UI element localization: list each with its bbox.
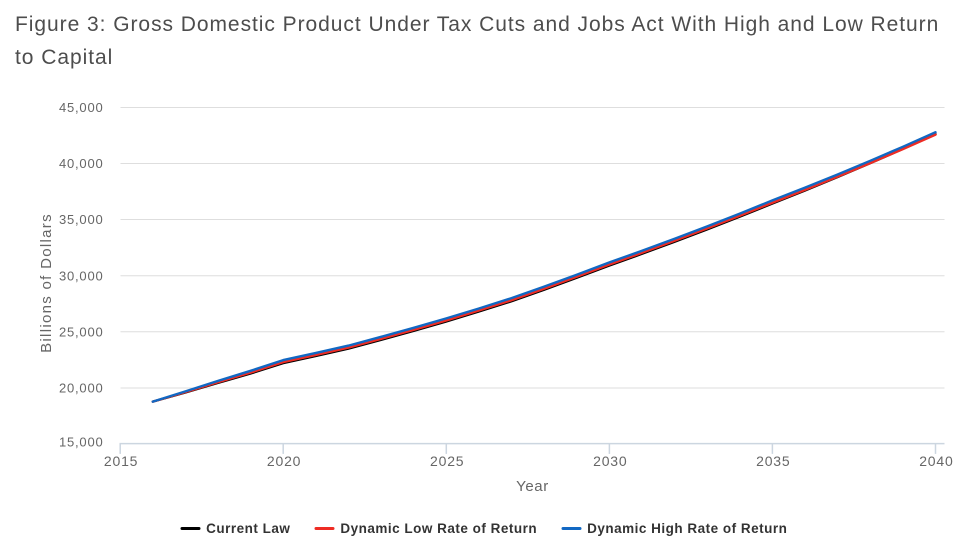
svg-text:2020: 2020: [267, 453, 301, 469]
svg-text:2015: 2015: [104, 453, 138, 469]
svg-text:15,000: 15,000: [59, 434, 104, 449]
svg-text:2040: 2040: [919, 453, 953, 469]
svg-text:2025: 2025: [430, 453, 464, 469]
svg-text:45,000: 45,000: [59, 100, 104, 115]
svg-text:2030: 2030: [593, 453, 627, 469]
svg-text:Billions of Dollars: Billions of Dollars: [38, 213, 55, 353]
svg-text:30,000: 30,000: [59, 268, 104, 283]
svg-text:Year: Year: [516, 478, 549, 495]
svg-text:2035: 2035: [756, 453, 790, 469]
svg-text:35,000: 35,000: [59, 212, 104, 227]
svg-text:40,000: 40,000: [59, 156, 104, 171]
svg-text:25,000: 25,000: [59, 325, 104, 340]
svg-text:20,000: 20,000: [59, 381, 104, 396]
